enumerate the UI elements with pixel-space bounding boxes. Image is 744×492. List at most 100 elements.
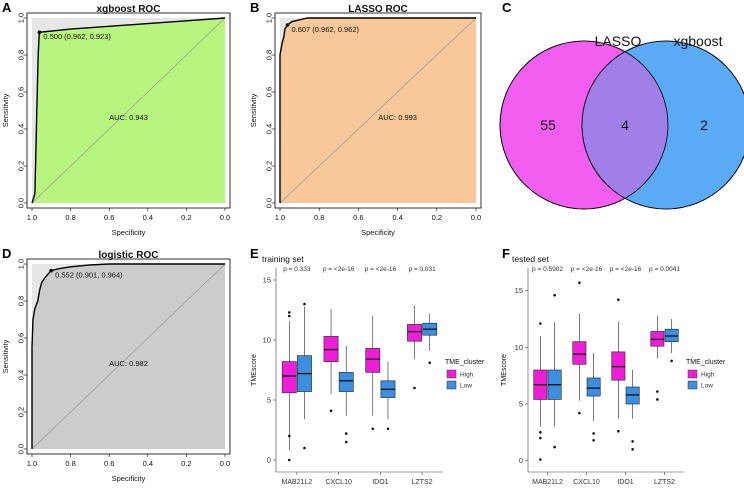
chart-title: tested set bbox=[512, 254, 549, 264]
panel-label-b: B bbox=[250, 0, 260, 15]
venn-count-xgboost-only: 2 bbox=[700, 117, 708, 133]
legend-label-high: High bbox=[701, 372, 715, 379]
box-high bbox=[281, 361, 297, 394]
outlier-point bbox=[617, 298, 620, 302]
threshold-label: 0.552 (0.901, 0.964) bbox=[55, 271, 123, 280]
outlier-point bbox=[631, 440, 634, 443]
y-tick-label: 0.6 bbox=[16, 87, 25, 97]
lasso-roc-chart: LASSO ROC 0.607 (0.962, 0.962) AUC: 0.993 1… bbox=[249, 4, 482, 237]
panel-label-a: A bbox=[2, 0, 12, 15]
y-tick-label: 0.8 bbox=[16, 50, 25, 60]
legend-title: TME_cluster bbox=[686, 359, 726, 366]
outlier-point bbox=[413, 386, 416, 390]
outlier-point bbox=[344, 440, 348, 444]
plot-frame bbox=[26, 258, 231, 455]
roc-curve-line bbox=[31, 263, 225, 449]
outlier-point bbox=[287, 314, 291, 318]
x-tick-label: 0.6 bbox=[104, 459, 114, 468]
threshold-point bbox=[49, 268, 53, 273]
panel-label-c: C bbox=[502, 0, 512, 15]
y-tick-label: 5 bbox=[267, 396, 271, 405]
x-tick-label: MAB21L2 bbox=[282, 479, 313, 486]
outlier-point bbox=[371, 427, 375, 431]
y-tick-label: 1.0 bbox=[16, 13, 25, 23]
x-axis-label: Specificity bbox=[361, 228, 395, 237]
auc-label: AUC: 0.982 bbox=[109, 359, 148, 368]
x-tick-label: MAB21L2 bbox=[532, 479, 563, 486]
y-tick-label: 0.0 bbox=[16, 198, 25, 208]
x-tick-label: IDO1 bbox=[372, 479, 388, 486]
y-tick-label: 0 bbox=[267, 456, 271, 465]
diagonal-reference-line bbox=[31, 263, 226, 450]
outlier-point bbox=[303, 446, 306, 450]
y-tick-label: 0.4 bbox=[16, 370, 25, 380]
x-tick-label: 0.6 bbox=[353, 213, 363, 222]
threshold-label: 0.607 (0.962, 0.962) bbox=[291, 25, 359, 34]
x-tick-label: 0.8 bbox=[314, 213, 324, 222]
x-tick-label: 0.4 bbox=[143, 459, 153, 468]
outlier-point bbox=[539, 322, 542, 325]
y-axis-label: Sensitivity bbox=[1, 339, 10, 373]
y-tick-label: 0.8 bbox=[264, 50, 273, 60]
venn-outline-lasso bbox=[499, 40, 669, 210]
y-axis-label: Sensitivity bbox=[1, 93, 10, 127]
threshold-point bbox=[37, 30, 42, 35]
outlier-point bbox=[303, 302, 306, 306]
p-value-label: p = <2e-16 bbox=[323, 266, 355, 273]
y-axis-label: Sensitivity bbox=[249, 93, 258, 127]
chart-title: logistic ROC bbox=[98, 250, 158, 261]
outlier-point bbox=[539, 436, 542, 440]
y-tick-label: 0.2 bbox=[16, 161, 25, 171]
legend-label-high: High bbox=[460, 372, 474, 379]
chart-title: xgboost ROC bbox=[97, 4, 161, 15]
y-tick-label: 0 bbox=[519, 456, 523, 465]
x-tick-label: IDO1 bbox=[617, 479, 633, 486]
xgboost-roc-chart: xgboost ROC 0.500 (0.962, 0.923) AUC: 0.94… bbox=[1, 4, 231, 237]
x-tick-label: 1.0 bbox=[27, 459, 37, 468]
venn-outline-xgboost bbox=[581, 40, 744, 210]
x-tick-label: 0.0 bbox=[220, 459, 230, 468]
outlier-point bbox=[631, 448, 634, 451]
p-value-label: p = <2e-16 bbox=[610, 266, 642, 273]
chart-title: training set bbox=[262, 254, 304, 264]
plot-frame bbox=[26, 12, 231, 209]
x-tick-label: CXCL10 bbox=[573, 479, 600, 486]
y-axis-label: TMEscore bbox=[501, 354, 508, 386]
y-tick-label: 10 bbox=[263, 336, 271, 345]
x-tick-label: 0.2 bbox=[432, 213, 442, 222]
outlier-point bbox=[329, 409, 333, 413]
x-tick-label: 1.0 bbox=[275, 213, 285, 222]
diagonal-reference-line bbox=[279, 17, 477, 204]
outlier-point bbox=[539, 431, 542, 434]
outlier-point bbox=[287, 434, 291, 438]
y-tick-label: 0.0 bbox=[16, 444, 25, 454]
legend-swatch-low bbox=[446, 380, 457, 390]
outlier-point bbox=[578, 411, 581, 415]
p-value-label: p = <2e-16 bbox=[571, 266, 603, 273]
x-tick-label: 1.0 bbox=[27, 213, 37, 222]
legend-swatch-low bbox=[687, 380, 698, 390]
y-tick-label: 0.4 bbox=[264, 124, 273, 134]
p-value-label: p = 0.031 bbox=[408, 266, 436, 273]
x-tick-label: 0.4 bbox=[392, 213, 402, 222]
legend-title: TME_cluster bbox=[445, 359, 485, 366]
outlier-point bbox=[553, 445, 556, 449]
legend-label-low: Low bbox=[460, 383, 472, 390]
venn-overlap-region bbox=[582, 41, 668, 209]
panel-label-d: D bbox=[2, 246, 12, 261]
auc-label: AUC: 0.943 bbox=[109, 113, 148, 122]
threshold-label: 0.500 (0.962, 0.923) bbox=[43, 32, 111, 41]
venn-count-overlap: 4 bbox=[621, 117, 629, 133]
y-tick-label: 1.0 bbox=[264, 13, 273, 23]
outlier-point bbox=[592, 432, 595, 435]
auc-label: AUC: 0.993 bbox=[378, 113, 417, 122]
p-value-label: p = 0.5902 bbox=[532, 266, 563, 273]
y-tick-label: 0.0 bbox=[264, 198, 273, 208]
outlier-point bbox=[344, 432, 348, 435]
panel-label-f: F bbox=[502, 246, 510, 261]
box-low bbox=[586, 377, 601, 397]
venn-diagram: LASSO xgboost 55 4 2 bbox=[499, 33, 744, 210]
p-value-label: p = 0.0041 bbox=[649, 266, 680, 273]
venn-count-lasso-only: 55 bbox=[540, 117, 556, 133]
p-value-label: p = <2e-16 bbox=[365, 266, 397, 273]
